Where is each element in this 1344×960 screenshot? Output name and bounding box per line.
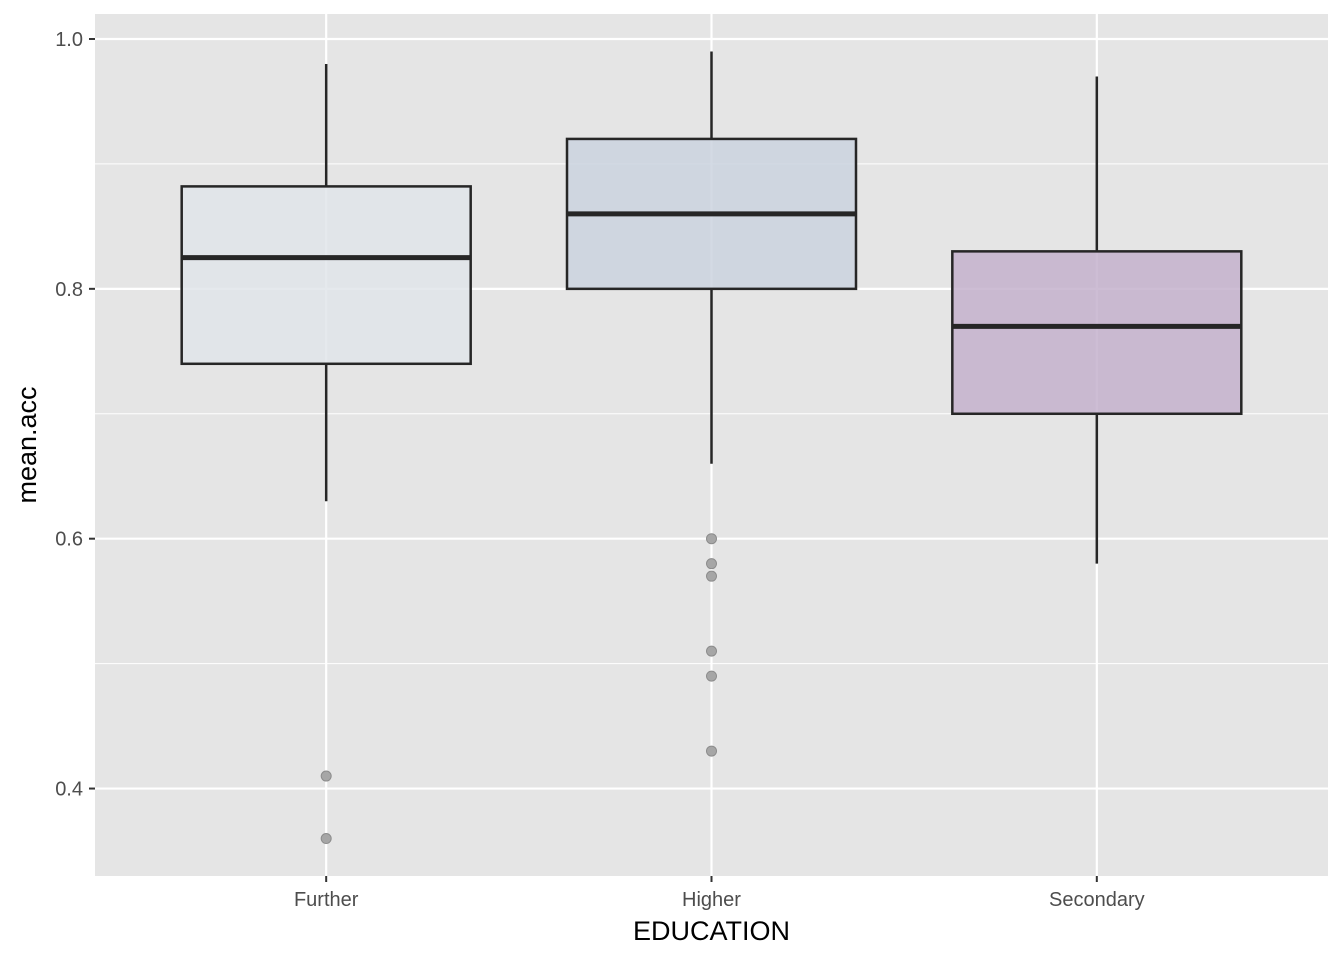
y-tick-label: 0.6 [55,529,83,551]
x-tick-label: Further [294,889,359,911]
x-axis-title: EDUCATION [633,916,790,946]
box-further [180,185,472,366]
y-tick-label: 0.4 [55,779,83,801]
y-tick-label: 1.0 [55,29,83,51]
outlier-point [706,670,717,682]
outlier-point [320,833,332,845]
y-axis-title: mean.acc [12,386,42,503]
outlier-point [706,645,717,657]
y-axis: 0.4 0.6 0.8 1.0 [55,29,95,801]
x-tick-label: Secondary [1049,889,1145,911]
y-tick-label: 0.8 [55,279,83,301]
x-tick-label: Higher [682,889,741,911]
box-secondary [951,250,1243,416]
outlier-point [320,770,332,782]
outlier-point [706,570,717,582]
outlier-point [706,558,717,570]
outlier-point [706,745,717,757]
boxes-layer [180,51,1243,845]
outlier-point [706,533,717,545]
x-axis: Further Higher Secondary [294,876,1145,911]
